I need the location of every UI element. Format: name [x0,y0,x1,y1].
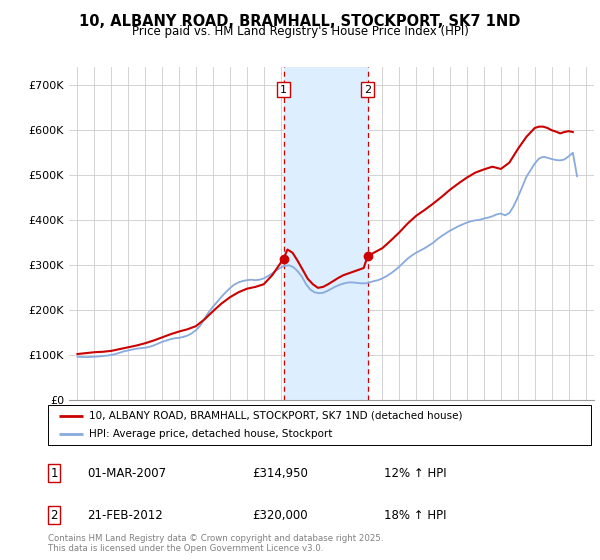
Text: £320,000: £320,000 [252,508,308,522]
Text: 21-FEB-2012: 21-FEB-2012 [87,508,163,522]
Text: Contains HM Land Registry data © Crown copyright and database right 2025.
This d: Contains HM Land Registry data © Crown c… [48,534,383,553]
Text: 10, ALBANY ROAD, BRAMHALL, STOCKPORT, SK7 1ND (detached house): 10, ALBANY ROAD, BRAMHALL, STOCKPORT, SK… [89,411,462,421]
Text: 10, ALBANY ROAD, BRAMHALL, STOCKPORT, SK7 1ND: 10, ALBANY ROAD, BRAMHALL, STOCKPORT, SK… [79,14,521,29]
Bar [284,67,368,400]
Text: 01-MAR-2007: 01-MAR-2007 [87,466,166,480]
Text: 1: 1 [280,85,287,95]
Text: HPI: Average price, detached house, Stockport: HPI: Average price, detached house, Stoc… [89,430,332,439]
Text: 2: 2 [50,508,58,522]
Text: 1: 1 [50,466,58,480]
Text: 2: 2 [364,85,371,95]
Text: 18% ↑ HPI: 18% ↑ HPI [384,508,446,522]
Text: 12% ↑ HPI: 12% ↑ HPI [384,466,446,480]
Text: £314,950: £314,950 [252,466,308,480]
Text: Price paid vs. HM Land Registry's House Price Index (HPI): Price paid vs. HM Land Registry's House … [131,25,469,38]
